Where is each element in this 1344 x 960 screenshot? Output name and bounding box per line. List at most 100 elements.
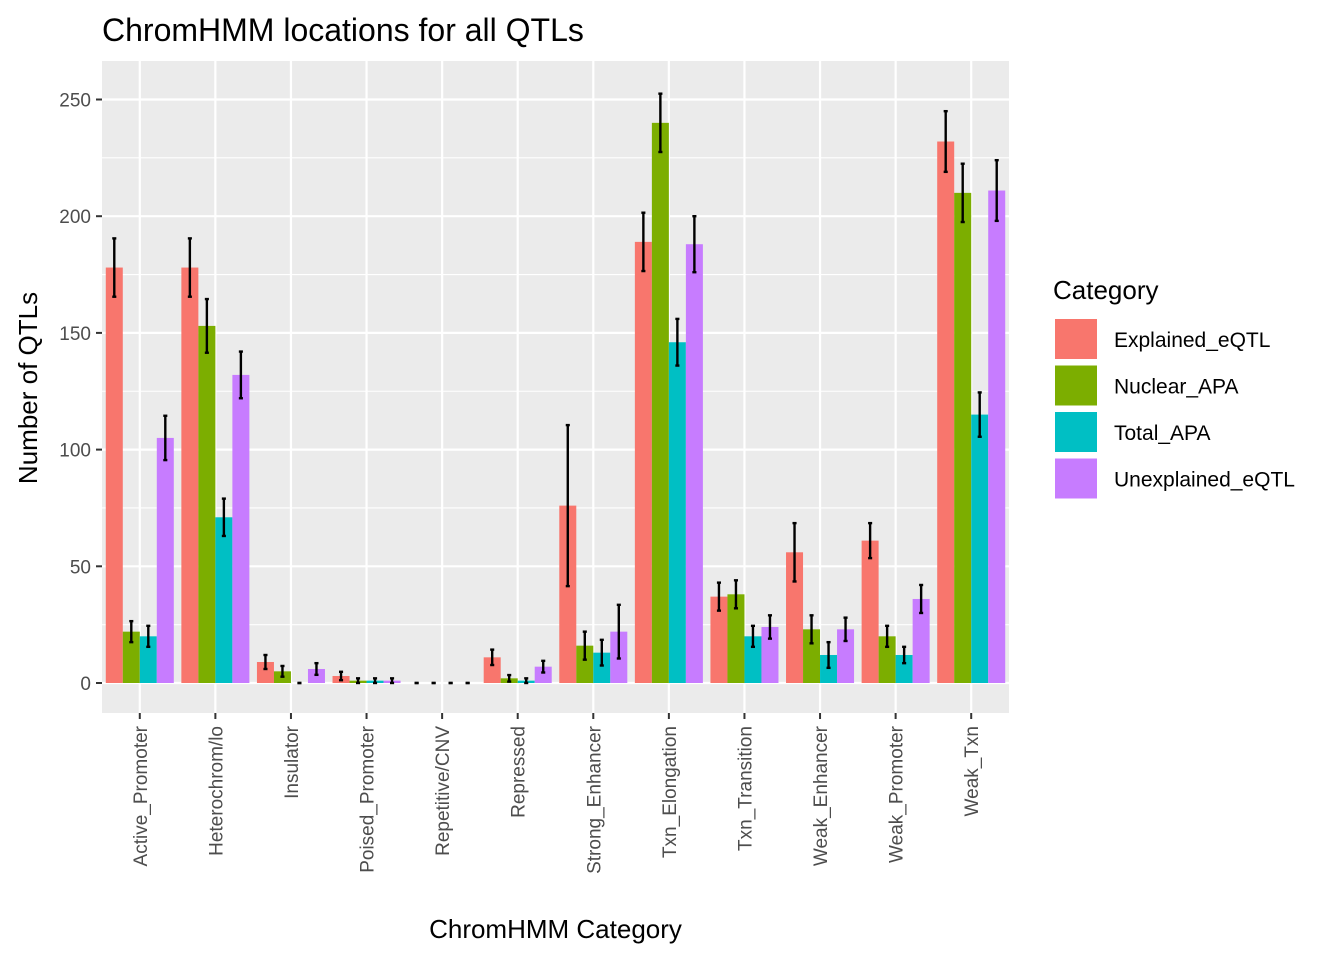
error-bar <box>767 614 773 640</box>
error-bar <box>524 677 529 685</box>
legend-title: Category <box>1053 275 1159 305</box>
error-bar <box>826 640 831 670</box>
bar-explained-eqtl <box>861 540 879 683</box>
chart-title: ChromHMM locations for all QTLs <box>102 12 584 48</box>
error-bar <box>541 659 546 674</box>
error-bar <box>960 162 965 224</box>
bar-explained-eqtl <box>634 241 652 683</box>
error-bar <box>314 661 319 677</box>
bar-explained-eqtl <box>559 505 577 683</box>
error-bar <box>582 630 587 661</box>
error-bar <box>565 423 570 588</box>
error-bar <box>390 677 395 685</box>
x-axis-title: ChromHMM Category <box>429 914 682 944</box>
x-tick-label: Weak_Enhancer <box>811 725 832 866</box>
bar-total-apa <box>215 517 233 683</box>
bar-explained-eqtl <box>483 657 501 683</box>
error-bar <box>885 624 890 649</box>
bar-nuclear-apa <box>954 192 972 684</box>
y-tick-label: 200 <box>59 207 91 228</box>
bar-explained-eqtl <box>786 552 804 683</box>
x-tick-label: Repressed <box>509 726 530 818</box>
bar-nuclear-apa <box>198 325 216 683</box>
error-bar <box>843 616 848 643</box>
bar-nuclear-apa <box>727 594 745 683</box>
error-bar <box>338 670 344 682</box>
error-bar <box>355 677 361 685</box>
error-bar <box>599 638 604 667</box>
bar-unexplained-eqtl <box>156 437 174 683</box>
bar-nuclear-apa <box>651 122 669 684</box>
y-tick-label: 0 <box>80 674 91 695</box>
legend-swatch <box>1055 412 1097 452</box>
x-tick-label: Repetitive/CNV <box>433 726 454 856</box>
error-bar <box>507 673 512 683</box>
x-tick-label: Strong_Enhancer <box>584 725 605 874</box>
bar-unexplained-eqtl <box>534 666 552 683</box>
error-bar <box>943 109 948 174</box>
error-bar <box>238 350 243 400</box>
error-bar <box>733 579 738 610</box>
bar-explained-eqtl <box>105 267 123 683</box>
error-bar <box>221 497 226 538</box>
y-axis: 0 50 100 150 200 250 <box>59 91 102 695</box>
legend-swatch <box>1055 365 1097 406</box>
y-axis-title: Number of QTLs <box>13 292 43 484</box>
bar-explained-eqtl <box>256 661 274 683</box>
bar-nuclear-apa <box>576 645 594 683</box>
error-bar <box>716 581 721 612</box>
error-bar <box>204 297 209 354</box>
bar-total-apa <box>971 414 989 683</box>
error-bar <box>616 603 621 660</box>
error-bar <box>280 664 285 678</box>
error-bar <box>902 645 907 665</box>
y-tick-label: 100 <box>59 441 91 462</box>
y-tick-label: 150 <box>59 324 91 345</box>
error-bar <box>977 391 982 438</box>
x-tick-label: Weak_Promoter <box>887 725 908 863</box>
x-tick-label: Insulator <box>282 725 303 799</box>
error-bar <box>658 92 663 154</box>
x-tick-label: Heterochrom/lo <box>206 726 227 856</box>
error-bar <box>641 211 646 273</box>
y-tick-label: 250 <box>59 91 91 112</box>
error-bar <box>919 583 924 615</box>
error-bar <box>490 648 495 667</box>
x-tick-label: Txn_Elongation <box>660 726 681 858</box>
legend-label: Total_APA <box>1114 422 1211 445</box>
bar-nuclear-apa <box>803 629 821 683</box>
error-bar <box>146 624 151 649</box>
error-bar <box>750 624 756 649</box>
bar-explained-eqtl <box>937 141 955 684</box>
error-bar <box>163 414 168 462</box>
error-bar <box>129 619 134 644</box>
error-bar <box>373 677 378 685</box>
bar-explained-eqtl <box>181 267 199 683</box>
error-bars <box>112 92 999 685</box>
bar-explained-eqtl <box>710 596 728 683</box>
error-bar <box>263 653 268 671</box>
bar-unexplained-eqtl <box>912 598 930 683</box>
error-bar <box>692 214 697 274</box>
error-bar <box>187 237 192 298</box>
legend-swatch <box>1055 458 1097 499</box>
bar-nuclear-apa <box>878 636 896 683</box>
legend: Category Explained_eQTL Nuclear_APA Total_… <box>1053 275 1295 499</box>
plot-panel <box>102 61 1009 713</box>
error-bar <box>994 158 999 223</box>
x-tick-label: Poised_Promoter <box>358 725 379 872</box>
error-bar <box>809 614 814 645</box>
bar-total-apa <box>744 636 762 683</box>
error-bar <box>868 521 873 560</box>
bar-nuclear-apa <box>122 631 140 683</box>
x-axis: Active_Promoter Heterochrom/lo Insulator Po… <box>131 713 983 874</box>
legend-label: Nuclear_APA <box>1114 376 1239 399</box>
bar-total-apa <box>139 636 157 683</box>
legend-swatch <box>1055 319 1097 359</box>
bar-total-apa <box>593 652 611 683</box>
error-bar <box>675 317 680 367</box>
x-tick-label: Active_Promoter <box>131 725 152 866</box>
bar-unexplained-eqtl <box>837 629 855 683</box>
x-tick-label: Weak_Txn <box>962 726 983 816</box>
y-tick-label: 50 <box>70 557 91 578</box>
